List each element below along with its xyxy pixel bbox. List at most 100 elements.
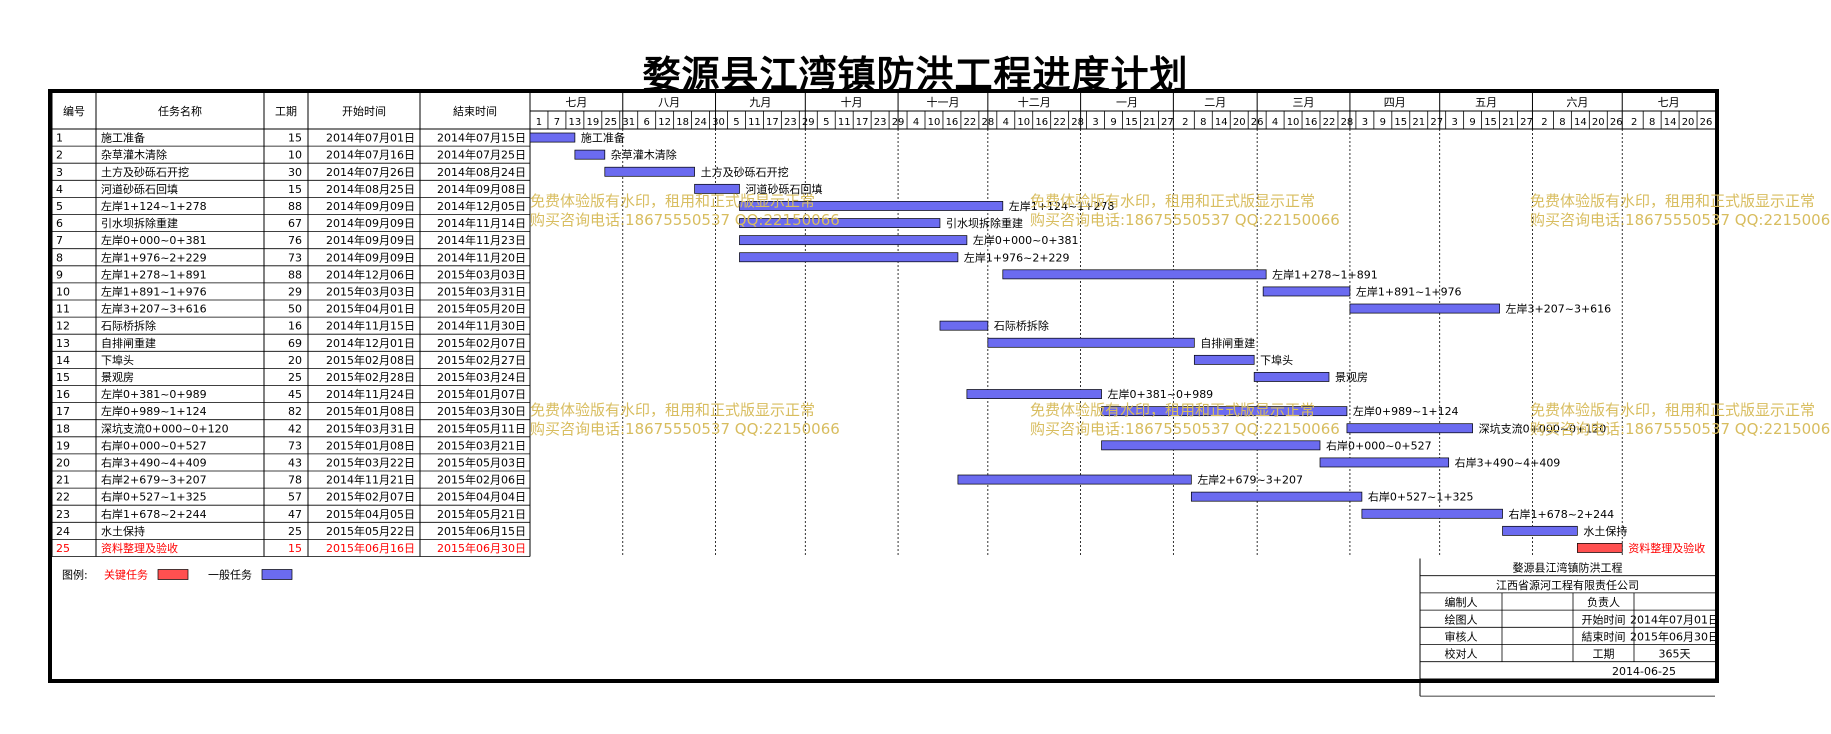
gantt-bar bbox=[739, 201, 1004, 211]
day-tick-label: 8 bbox=[1200, 117, 1206, 128]
bar-label: 左岸0+381~0+989 bbox=[1108, 388, 1214, 401]
watermark-text: 免费体验版有水印，租用和正式版显示正常 购买咨询电话:18675550537 QQ… bbox=[1030, 401, 1340, 439]
gantt-bar bbox=[1346, 423, 1473, 434]
task-end: 2015年05月11日 bbox=[437, 421, 526, 435]
legend-prefix: 图例: bbox=[62, 568, 88, 582]
day-tick-label: 27 bbox=[1161, 117, 1174, 128]
month-label: 二月 bbox=[1204, 96, 1226, 109]
title-block-start-label: 开始时间 bbox=[1582, 612, 1626, 626]
day-tick-label: 11 bbox=[838, 117, 851, 128]
task-id: 15 bbox=[56, 371, 70, 384]
watermark-line: 购买咨询电话:18675550537 QQ:22150066 bbox=[1030, 420, 1340, 438]
day-tick-label: 21 bbox=[1502, 117, 1515, 128]
task-start: 2015年03月03日 bbox=[326, 285, 415, 299]
task-id: 19 bbox=[56, 439, 70, 452]
task-id: 24 bbox=[56, 525, 70, 538]
task-name: 右岸0+000~0+527 bbox=[101, 438, 207, 452]
day-tick-label: 14 bbox=[1215, 117, 1228, 128]
task-duration: 47 bbox=[288, 508, 302, 521]
task-id: 14 bbox=[56, 354, 70, 367]
task-id: 10 bbox=[56, 286, 70, 299]
task-duration: 73 bbox=[288, 439, 302, 452]
gantt-bar bbox=[739, 252, 959, 263]
task-name: 自排闸重建 bbox=[101, 336, 156, 350]
day-tick-label: 23 bbox=[874, 117, 887, 128]
task-end: 2015年03月24日 bbox=[437, 370, 526, 384]
day-tick-label: 26 bbox=[1610, 117, 1623, 128]
day-tick-label: 10 bbox=[1017, 117, 1030, 128]
task-name: 资料整理及验收 bbox=[101, 541, 178, 555]
gantt-bar bbox=[1502, 525, 1578, 536]
task-id: 23 bbox=[56, 508, 70, 521]
month-label: 十月 bbox=[841, 95, 863, 109]
day-tick-label: 12 bbox=[658, 117, 671, 128]
watermark-line: 免费体验版有水印，租用和正式版显示正常 bbox=[530, 401, 816, 419]
bar-label: 杂草灌木清除 bbox=[611, 148, 677, 162]
watermark-line: 免费体验版有水印，租用和正式版显示正常 bbox=[1030, 192, 1316, 210]
legend-item-label: 一般任务 bbox=[208, 569, 252, 582]
watermark-text: 免费体验版有水印，租用和正式版显示正常 购买咨询电话:18675550537 QQ… bbox=[530, 192, 840, 230]
task-duration: 50 bbox=[288, 303, 302, 316]
day-tick-label: 3 bbox=[1092, 117, 1098, 128]
task-duration: 25 bbox=[288, 371, 302, 384]
task-start: 2015年01月08日 bbox=[326, 438, 415, 452]
day-tick-label: 4 bbox=[1272, 117, 1278, 128]
gantt-frame bbox=[48, 89, 1719, 683]
task-id: 18 bbox=[56, 422, 70, 435]
task-start: 2014年07月01日 bbox=[326, 131, 415, 145]
day-tick-label: 4 bbox=[913, 117, 919, 128]
day-tick-label: 2 bbox=[1631, 117, 1637, 128]
task-end: 2015年03月31日 bbox=[437, 285, 526, 299]
task-duration: 15 bbox=[288, 132, 302, 145]
title-block-checked-by: 校对人 bbox=[1445, 647, 1478, 661]
day-tick-label: 2 bbox=[1182, 117, 1188, 128]
task-name: 左岸0+000~0+381 bbox=[101, 234, 207, 247]
bar-label: 左岸1+891~1+976 bbox=[1356, 286, 1462, 299]
bar-label: 右岸3+490~4+409 bbox=[1455, 456, 1561, 470]
watermark-line: 免费体验版有水印，租用和正式版显示正常 bbox=[530, 192, 816, 210]
task-id: 21 bbox=[56, 474, 70, 487]
task-end: 2014年11月14日 bbox=[437, 216, 526, 230]
task-start: 2014年07月16日 bbox=[326, 148, 415, 162]
day-tick-label: 8 bbox=[1649, 117, 1655, 128]
task-name: 施工准备 bbox=[101, 131, 145, 145]
bar-label: 右岸1+678~2+244 bbox=[1509, 507, 1615, 521]
task-id: 9 bbox=[56, 268, 63, 281]
gantt-bar bbox=[604, 166, 695, 177]
task-name: 水土保持 bbox=[101, 524, 145, 538]
task-duration: 88 bbox=[288, 200, 302, 213]
day-tick-label: 4 bbox=[1003, 117, 1009, 128]
day-tick-label: 22 bbox=[1323, 117, 1336, 128]
day-tick-label: 17 bbox=[856, 117, 869, 128]
month-label: 七月 bbox=[565, 96, 587, 109]
day-tick-label: 23 bbox=[784, 117, 797, 128]
month-label: 三月 bbox=[1293, 96, 1315, 109]
bar-label: 左岸1+278~1+891 bbox=[1272, 268, 1378, 281]
task-name: 左岸3+207~3+616 bbox=[101, 303, 207, 316]
day-tick-label: 5 bbox=[823, 117, 829, 128]
legend-item-label: 关键任务 bbox=[104, 568, 148, 582]
task-id: 22 bbox=[56, 491, 70, 504]
day-tick-label: 9 bbox=[1110, 117, 1116, 128]
task-duration: 69 bbox=[288, 337, 302, 350]
task-id: 8 bbox=[56, 251, 63, 264]
task-name: 左岸1+124~1+278 bbox=[101, 200, 207, 213]
task-duration: 10 bbox=[288, 149, 302, 162]
day-tick-label: 18 bbox=[676, 117, 689, 128]
bar-label: 深坑支流0+000~0+120 bbox=[1479, 421, 1607, 435]
day-tick-label: 25 bbox=[604, 117, 617, 128]
task-duration: 43 bbox=[288, 457, 302, 470]
task-duration: 30 bbox=[288, 166, 302, 179]
watermark-text: 免费体验版有水印，租用和正式版显示正常 购买咨询电话:18675550537 QQ… bbox=[1030, 192, 1340, 230]
task-end: 2015年04月04日 bbox=[437, 490, 526, 504]
day-tick-label: 7 bbox=[554, 117, 560, 128]
bar-label: 石际桥拆除 bbox=[994, 319, 1049, 333]
title-block-duration-label: 工期 bbox=[1593, 648, 1615, 661]
task-end: 2015年05月20日 bbox=[437, 302, 526, 316]
day-tick-label: 22 bbox=[1053, 117, 1066, 128]
title-block-duration-value: 365天 bbox=[1659, 648, 1691, 661]
gantt-bar bbox=[939, 320, 989, 331]
task-start: 2014年12月06日 bbox=[326, 267, 415, 281]
day-tick-label: 15 bbox=[1484, 117, 1497, 128]
task-duration: 42 bbox=[288, 422, 302, 435]
